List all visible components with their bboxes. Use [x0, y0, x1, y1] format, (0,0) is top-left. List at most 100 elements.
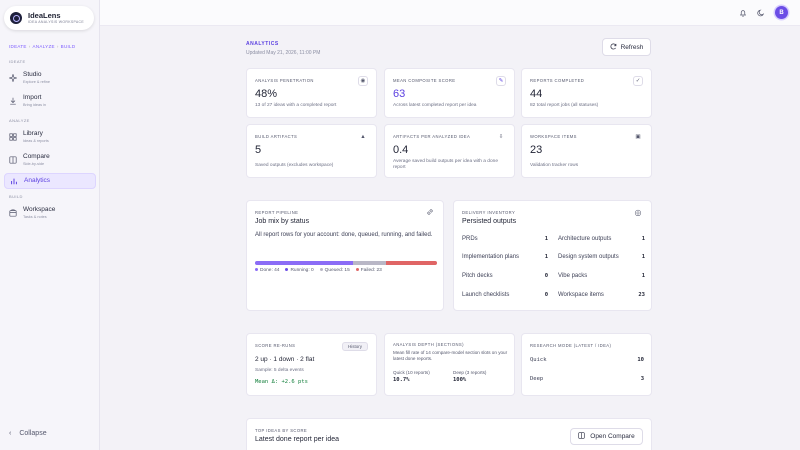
sidebar-item-library[interactable]: Library Ideas & reports: [4, 129, 96, 145]
stat-sub: Validation tracker rows: [530, 163, 579, 168]
collapse-label: Collapse: [19, 430, 47, 437]
depth-quick: Quick (10 reports) 10.7%: [393, 370, 430, 383]
section-title: Job mix by status: [255, 218, 310, 225]
flask-icon: ▲: [360, 134, 366, 140]
stat-label: MEAN COMPOSITE SCORE: [393, 78, 456, 83]
section-label: DELIVERY INVENTORY: [462, 210, 516, 215]
stat-label: WORKSPACE ITEMS: [530, 134, 577, 139]
sidebar-item-studio[interactable]: Studio Explore & refine: [4, 70, 96, 86]
report-pipeline-card: REPORT PIPELINE Job mix by status All re…: [246, 200, 444, 311]
sidebar-item-analytics[interactable]: Analytics: [4, 173, 96, 189]
sidebar-item-import[interactable]: Import Bring ideas in: [4, 93, 96, 109]
delivery-inventory-card: DELIVERY INVENTORY Persisted outputs ◎ P…: [453, 200, 652, 311]
legend-failed: Failed: 23: [355, 268, 382, 273]
stat-value: 0.4: [393, 144, 409, 156]
sidebar-item-sub: Ideas & reports: [23, 138, 49, 143]
sidebar-item-workspace[interactable]: Workspace Tasks & notes: [4, 205, 96, 221]
sidebar-item-label: Studio: [23, 71, 42, 79]
inventory-row: Implementation plans 1: [462, 254, 548, 260]
download-icon: [9, 97, 17, 105]
sidebar-item-sub: Explore & refine: [23, 79, 51, 84]
stat-value: 63: [393, 88, 406, 100]
research-row: Quick 10: [530, 357, 644, 363]
stat-card-workspace-items: WORKSPACE ITEMS 23 Validation tracker ro…: [521, 124, 652, 178]
section-label: ANALYSIS DEPTH (SECTIONS): [393, 342, 464, 347]
history-button[interactable]: History: [341, 342, 368, 351]
sidebar-item-label: Analytics: [24, 176, 51, 184]
pipeline-description: All report rows for your account: done, …: [255, 232, 433, 238]
open-compare-button[interactable]: Open Compare: [570, 428, 643, 445]
status-segment-done: [255, 261, 353, 265]
stat-label: ARTIFACTS PER ANALYZED IDEA: [393, 134, 471, 139]
columns-icon: [9, 156, 17, 164]
status-segment-failed: [385, 261, 437, 265]
section-label: TOP IDEAS BY SCORE: [255, 428, 308, 433]
refresh-icon: [610, 43, 617, 52]
legend-queued: Queued: 15: [319, 268, 350, 273]
target-icon: ◉: [358, 76, 368, 86]
columns-icon: [578, 432, 585, 441]
section-title: Persisted outputs: [462, 218, 517, 225]
breadcrumb-ideate[interactable]: IDEATE: [9, 44, 27, 49]
depth-deep: Deep (3 reports) 100%: [453, 370, 487, 383]
stat-label: ANALYSIS PENETRATION: [255, 78, 314, 83]
open-compare-label: Open Compare: [590, 433, 635, 440]
avatar[interactable]: B: [775, 6, 788, 19]
refresh-button[interactable]: Refresh: [602, 38, 651, 56]
sidebar-item-label: Workspace: [23, 206, 56, 214]
inventory-row: Pitch decks 0: [462, 273, 548, 279]
stat-label: BUILD ARTIFACTS: [255, 134, 298, 139]
section-label: RESEARCH MODE (LATEST / IDEA): [530, 343, 612, 348]
stat-card-artifacts-per-idea: ARTIFACTS PER ANALYZED IDEA 0.4 Average …: [384, 124, 515, 178]
stat-card-mean-composite-score: MEAN COMPOSITE SCORE 63 Across latest co…: [384, 68, 515, 118]
sidebar-item-compare[interactable]: Compare Side-by-side: [4, 152, 96, 168]
bell-icon[interactable]: [738, 8, 748, 18]
collapse-button[interactable]: ‹ Collapse: [9, 430, 47, 437]
sidebar-item-label: Import: [23, 94, 42, 102]
section-label: REPORT PIPELINE: [255, 210, 299, 215]
section-label: SCORE RE-RUNS: [255, 343, 296, 348]
stat-sub: Average saved build outputs per idea wit…: [393, 159, 498, 171]
stat-card-analysis-penetration: ANALYSIS PENETRATION 48% 13 of 27 ideas …: [246, 68, 377, 118]
wand-icon: ✎: [496, 76, 506, 86]
stat-card-build-artifacts: BUILD ARTIFACTS 5 Saved outputs (exclude…: [246, 124, 377, 178]
research-mode-card: RESEARCH MODE (LATEST / IDEA) Quick 10 De…: [521, 333, 652, 396]
stat-sub: 82 total report jobs (all statuses): [530, 103, 599, 108]
topbar: B: [100, 0, 800, 26]
moon-icon[interactable]: [756, 8, 766, 18]
inventory-row: PRDs 1: [462, 236, 548, 242]
score-reruns-card: SCORE RE-RUNS History 2 up · 1 down · 2 …: [246, 333, 377, 396]
inventory-row: Workspace items 23: [558, 292, 645, 298]
link-icon[interactable]: [425, 207, 435, 217]
sparkle-icon: [9, 74, 17, 82]
breadcrumb: IDEATE › ANALYZE › BUILD: [9, 44, 76, 49]
rerun-mean-delta: Mean Δ: +2.6 pts: [255, 379, 308, 385]
sidebar: IdeaLens IDEA ANALYSIS WORKSPACE IDEATE ›…: [0, 0, 100, 450]
inventory-row: Vibe packs 1: [558, 273, 645, 279]
stat-label: REPORTS COMPLETED: [530, 78, 585, 83]
brand-pill[interactable]: IdeaLens IDEA ANALYSIS WORKSPACE: [4, 6, 94, 30]
updated-timestamp: Updated May 21, 2026, 11:00 PM: [246, 50, 321, 56]
sidebar-item-label: Library: [23, 130, 43, 138]
grid-icon: [9, 133, 17, 141]
logo-icon: [10, 12, 22, 24]
stat-value: 48%: [255, 88, 278, 100]
section-label-ideate: IDEATE: [9, 59, 26, 64]
breadcrumb-analyze[interactable]: ANALYZE: [32, 44, 55, 49]
target-icon: ◎: [634, 207, 642, 217]
brand-tagline: IDEA ANALYSIS WORKSPACE: [28, 20, 84, 25]
status-bar: [255, 261, 437, 265]
status-legend: Done: 44 Running: 0 Queued: 15 Failed: 2…: [255, 268, 382, 273]
refresh-label: Refresh: [620, 43, 644, 51]
section-label-analyze: ANALYZE: [9, 118, 30, 123]
legend-done: Done: 44: [255, 268, 279, 273]
brand-name: IdeaLens: [28, 10, 61, 20]
breadcrumb-build[interactable]: BUILD: [60, 44, 76, 49]
status-segment-queued: [352, 261, 386, 265]
stat-sub: Saved outputs (excludes workspace): [255, 163, 334, 168]
sidebar-item-sub: Bring ideas in: [23, 102, 47, 107]
stat-sub: Across latest completed report per idea: [393, 103, 477, 108]
rerun-summary: 2 up · 1 down · 2 flat: [255, 356, 315, 363]
sidebar-item-label: Compare: [23, 153, 50, 161]
stat-value: 5: [255, 144, 262, 156]
